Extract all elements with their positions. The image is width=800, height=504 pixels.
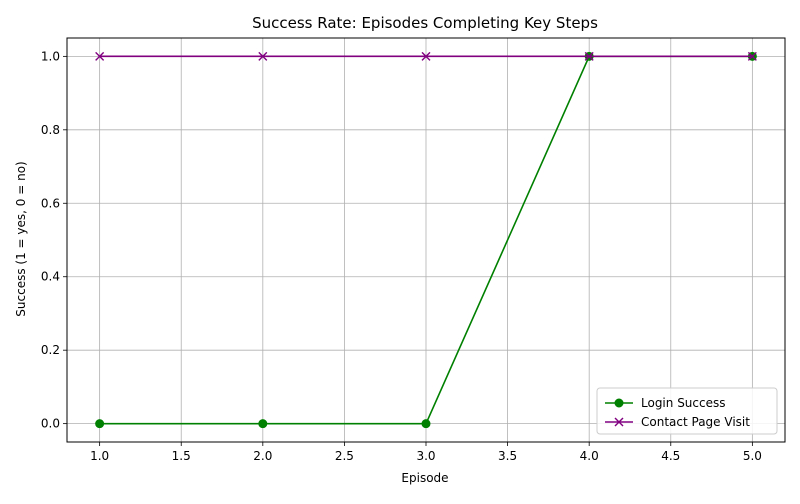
y-tick-label: 0.0 [41,417,60,431]
y-tick-label: 1.0 [41,49,60,63]
y-tick-label: 0.2 [41,343,60,357]
y-tick-label: 0.6 [41,196,60,210]
x-tick-label: 2.0 [253,449,272,463]
data-point [421,51,431,61]
x-tick-label: 4.5 [661,449,680,463]
x-marker-stroke [95,51,105,61]
y-axis-label: Success (1 = yes, 0 = no) [14,161,28,316]
grid [67,38,785,442]
x-tick-label: 4.0 [580,449,599,463]
x-tick-label: 1.0 [90,449,109,463]
legend-item: Login Success [605,396,726,410]
legend-box [596,387,778,435]
legend-marker [614,398,624,408]
data-point [747,51,757,61]
legend: Login Success Contact Page Visit [596,387,778,435]
x-tick-label: 3.0 [416,449,435,463]
x-axis-label: Episode [401,471,448,485]
series-layer [95,51,757,429]
x-tick-label: 3.5 [498,449,517,463]
x-marker-stroke [584,51,594,61]
legend-label: Login Success [641,396,726,410]
x-marker-stroke [421,51,431,61]
y-tick-label: 0.8 [41,123,60,137]
x-tick-label: 5.0 [743,449,762,463]
data-point [584,51,594,61]
data-point [95,419,105,429]
legend-label: Contact Page Visit [641,415,750,429]
x-marker-stroke [614,417,624,427]
x-tick-label: 2.5 [335,449,354,463]
data-point [421,419,431,429]
legend-item: Contact Page Visit [605,415,750,429]
data-point [95,51,105,61]
y-tick-label: 0.4 [41,270,60,284]
x-axis-ticks: 1.0 1.5 2.0 2.5 3.0 3.5 4.0 4.5 5.0 [90,442,762,463]
chart-title: Success Rate: Episodes Completing Key St… [252,14,598,32]
x-marker-stroke [747,51,757,61]
x-marker-stroke [258,51,268,61]
series-contact-page-visit [95,51,757,61]
data-point [258,51,268,61]
y-axis-ticks: 0.0 0.2 0.4 0.6 0.8 1.0 [41,49,67,431]
data-point [258,419,268,429]
legend-marker [614,417,624,427]
x-tick-label: 1.5 [172,449,191,463]
